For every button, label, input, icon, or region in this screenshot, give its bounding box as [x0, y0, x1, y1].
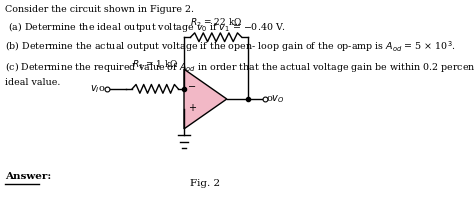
Text: $R_1$ = 1 kΩ: $R_1$ = 1 kΩ	[132, 58, 179, 71]
Text: $v_I$o: $v_I$o	[90, 83, 105, 95]
Text: +: +	[188, 103, 196, 113]
Polygon shape	[184, 69, 227, 129]
Text: $R_2$ = 22 kΩ: $R_2$ = 22 kΩ	[190, 17, 242, 29]
Text: Answer:: Answer:	[5, 172, 52, 181]
Text: Consider the circuit shown in Figure 2.
 (a) Determine the ideal output voltage : Consider the circuit shown in Figure 2. …	[5, 5, 474, 87]
Text: o$v_O$: o$v_O$	[266, 93, 285, 105]
Text: Fig. 2: Fig. 2	[191, 179, 220, 188]
Text: −: −	[188, 82, 196, 92]
